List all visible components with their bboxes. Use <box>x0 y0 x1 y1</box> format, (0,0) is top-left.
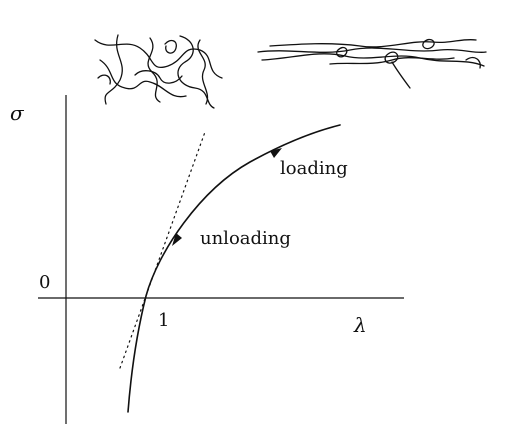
unloading-arrow <box>172 233 182 246</box>
stress-stretch-curve <box>127 124 341 413</box>
stretched-loop-1 <box>336 46 348 58</box>
tangled-chain-8 <box>164 39 177 54</box>
tangled-chains-illustration <box>94 34 223 109</box>
tangled-chain-7 <box>134 70 183 84</box>
x-axis-label-lambda: λ <box>353 313 367 337</box>
unloading-label: unloading <box>200 228 291 249</box>
initial-tangent-dotted <box>119 131 206 369</box>
stretched-chain-4 <box>329 57 455 65</box>
loading-label: loading <box>280 158 348 179</box>
stretched-chains-illustration <box>257 38 487 89</box>
tangled-chain-6 <box>197 39 209 105</box>
y-axis-label-sigma: σ <box>10 101 25 125</box>
tangled-chain-2 <box>104 34 123 105</box>
stretched-loop-3 <box>422 38 435 50</box>
tangled-chain-5 <box>99 59 187 98</box>
tick-label-one: 1 <box>158 310 169 331</box>
tangled-chain-9 <box>97 74 111 85</box>
tangled-chain-3 <box>147 37 161 103</box>
stretched-chain-1 <box>257 47 487 54</box>
tangled-chain-4 <box>177 35 215 109</box>
origin-label: 0 <box>39 272 50 293</box>
stretched-chain-2 <box>261 53 485 67</box>
stretched-loop-2 <box>384 51 399 64</box>
stretched-chain-6 <box>465 56 481 69</box>
loading-arrow <box>270 148 282 158</box>
stretched-chain-5 <box>391 61 411 89</box>
stretched-chain-3 <box>269 38 477 48</box>
tangled-chain-1 <box>94 39 223 79</box>
